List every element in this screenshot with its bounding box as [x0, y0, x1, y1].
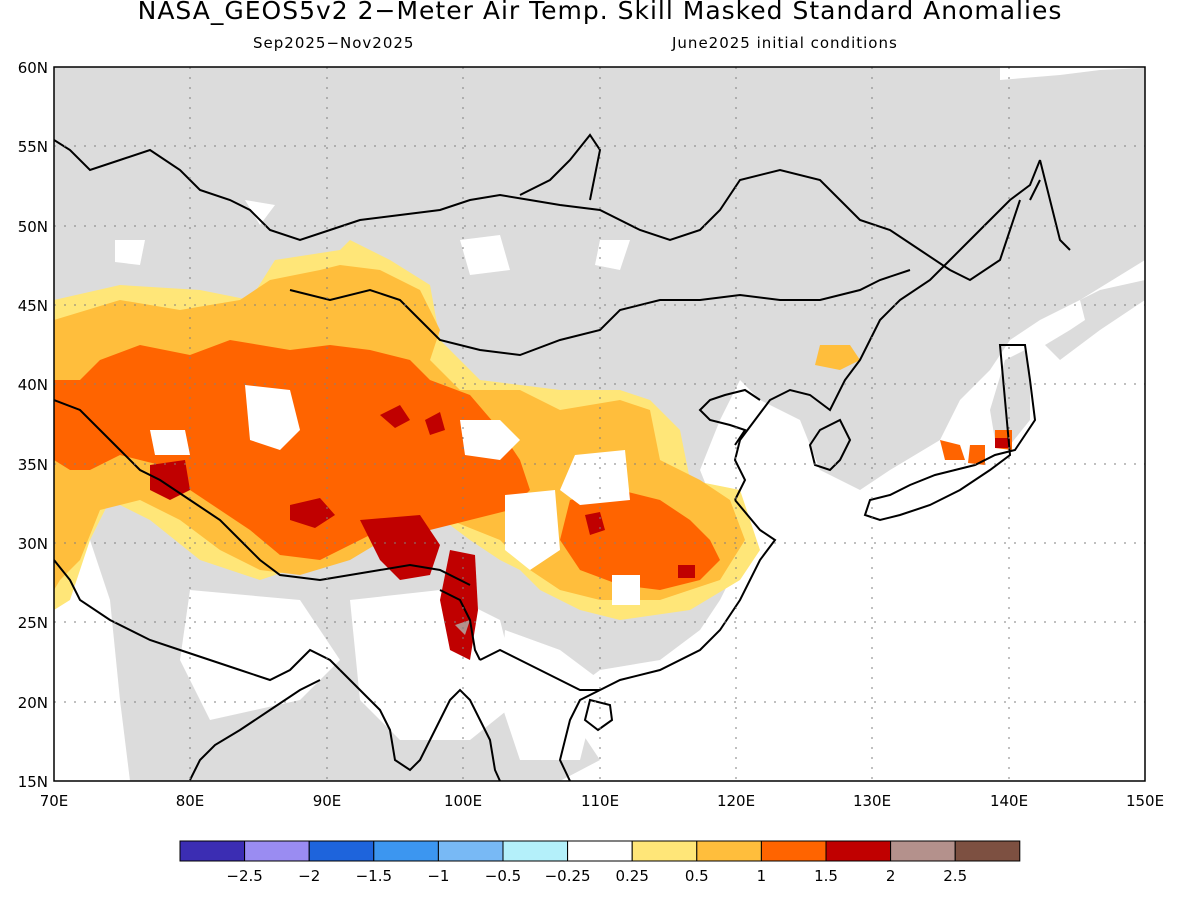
graticule	[54, 67, 1145, 781]
colorbar-tick-label: 0.25	[615, 867, 648, 885]
lat-label: 30N	[18, 535, 48, 553]
colorbar-swatch	[179, 840, 246, 862]
colorbar	[179, 840, 1021, 862]
colorbar-tick-label: −2.5	[226, 867, 262, 885]
lat-label: 55N	[18, 138, 48, 156]
colorbar-swatch	[890, 840, 956, 862]
lat-label: 45N	[18, 297, 48, 315]
colorbar-tick-label: −0.5	[485, 867, 521, 885]
colorbar-swatch	[760, 840, 827, 862]
lon-label: 150E	[1126, 792, 1164, 810]
colorbar-tick-label: −2	[298, 867, 320, 885]
lon-label: 80E	[176, 792, 205, 810]
colorbar-swatch	[373, 840, 439, 862]
colorbar-labels: −2.5 −2 −1.5 −1 −0.5 −0.25 0.25 0.5 1 1.5 2 2.5	[226, 867, 967, 885]
colorbar-tick-label: 1.5	[814, 867, 838, 885]
coastline	[558, 499, 777, 781]
colorbar-swatch	[696, 840, 762, 862]
lon-label: 70E	[40, 792, 69, 810]
lon-label: 110E	[581, 792, 619, 810]
map-title: NASA_GEOS5v2 2−Meter Air Temp. Skill Mas…	[137, 0, 1063, 25]
colorbar-tick-label: 1	[757, 867, 767, 885]
lat-label: 20N	[18, 694, 48, 712]
colorbar-tick-label: 0.5	[685, 867, 709, 885]
colorbar-tick-label: 2	[886, 867, 896, 885]
lon-label: 130E	[853, 792, 891, 810]
colorbar-swatch	[244, 840, 310, 862]
lat-label: 40N	[18, 376, 48, 394]
map-frame	[53, 66, 1146, 782]
colorbar-swatch	[954, 840, 1021, 862]
lon-label: 120E	[717, 792, 755, 810]
lon-label: 140E	[990, 792, 1028, 810]
colorbar-tick-label: 2.5	[943, 867, 967, 885]
lat-label: 60N	[18, 59, 48, 77]
colorbar-swatch	[567, 840, 633, 862]
colorbar-tick-label: −0.25	[545, 867, 591, 885]
lat-label: 15N	[18, 773, 48, 791]
colorbar-swatch	[308, 840, 375, 862]
forecast-period: Sep2025−Nov2025	[253, 34, 415, 52]
lat-label: 50N	[18, 218, 48, 236]
colorbar-swatch	[437, 840, 504, 862]
colorbar-swatch	[631, 840, 698, 862]
colorbar-swatch	[502, 840, 569, 862]
lon-label: 100E	[444, 792, 482, 810]
lat-label: 35N	[18, 456, 48, 474]
lat-label: 25N	[18, 614, 48, 632]
colorbar-tick-label: −1	[427, 867, 449, 885]
initial-conditions: June2025 initial conditions	[672, 34, 898, 52]
colorbar-tick-label: −1.5	[356, 867, 392, 885]
lon-label: 90E	[313, 792, 342, 810]
colorbar-swatch	[825, 840, 892, 862]
